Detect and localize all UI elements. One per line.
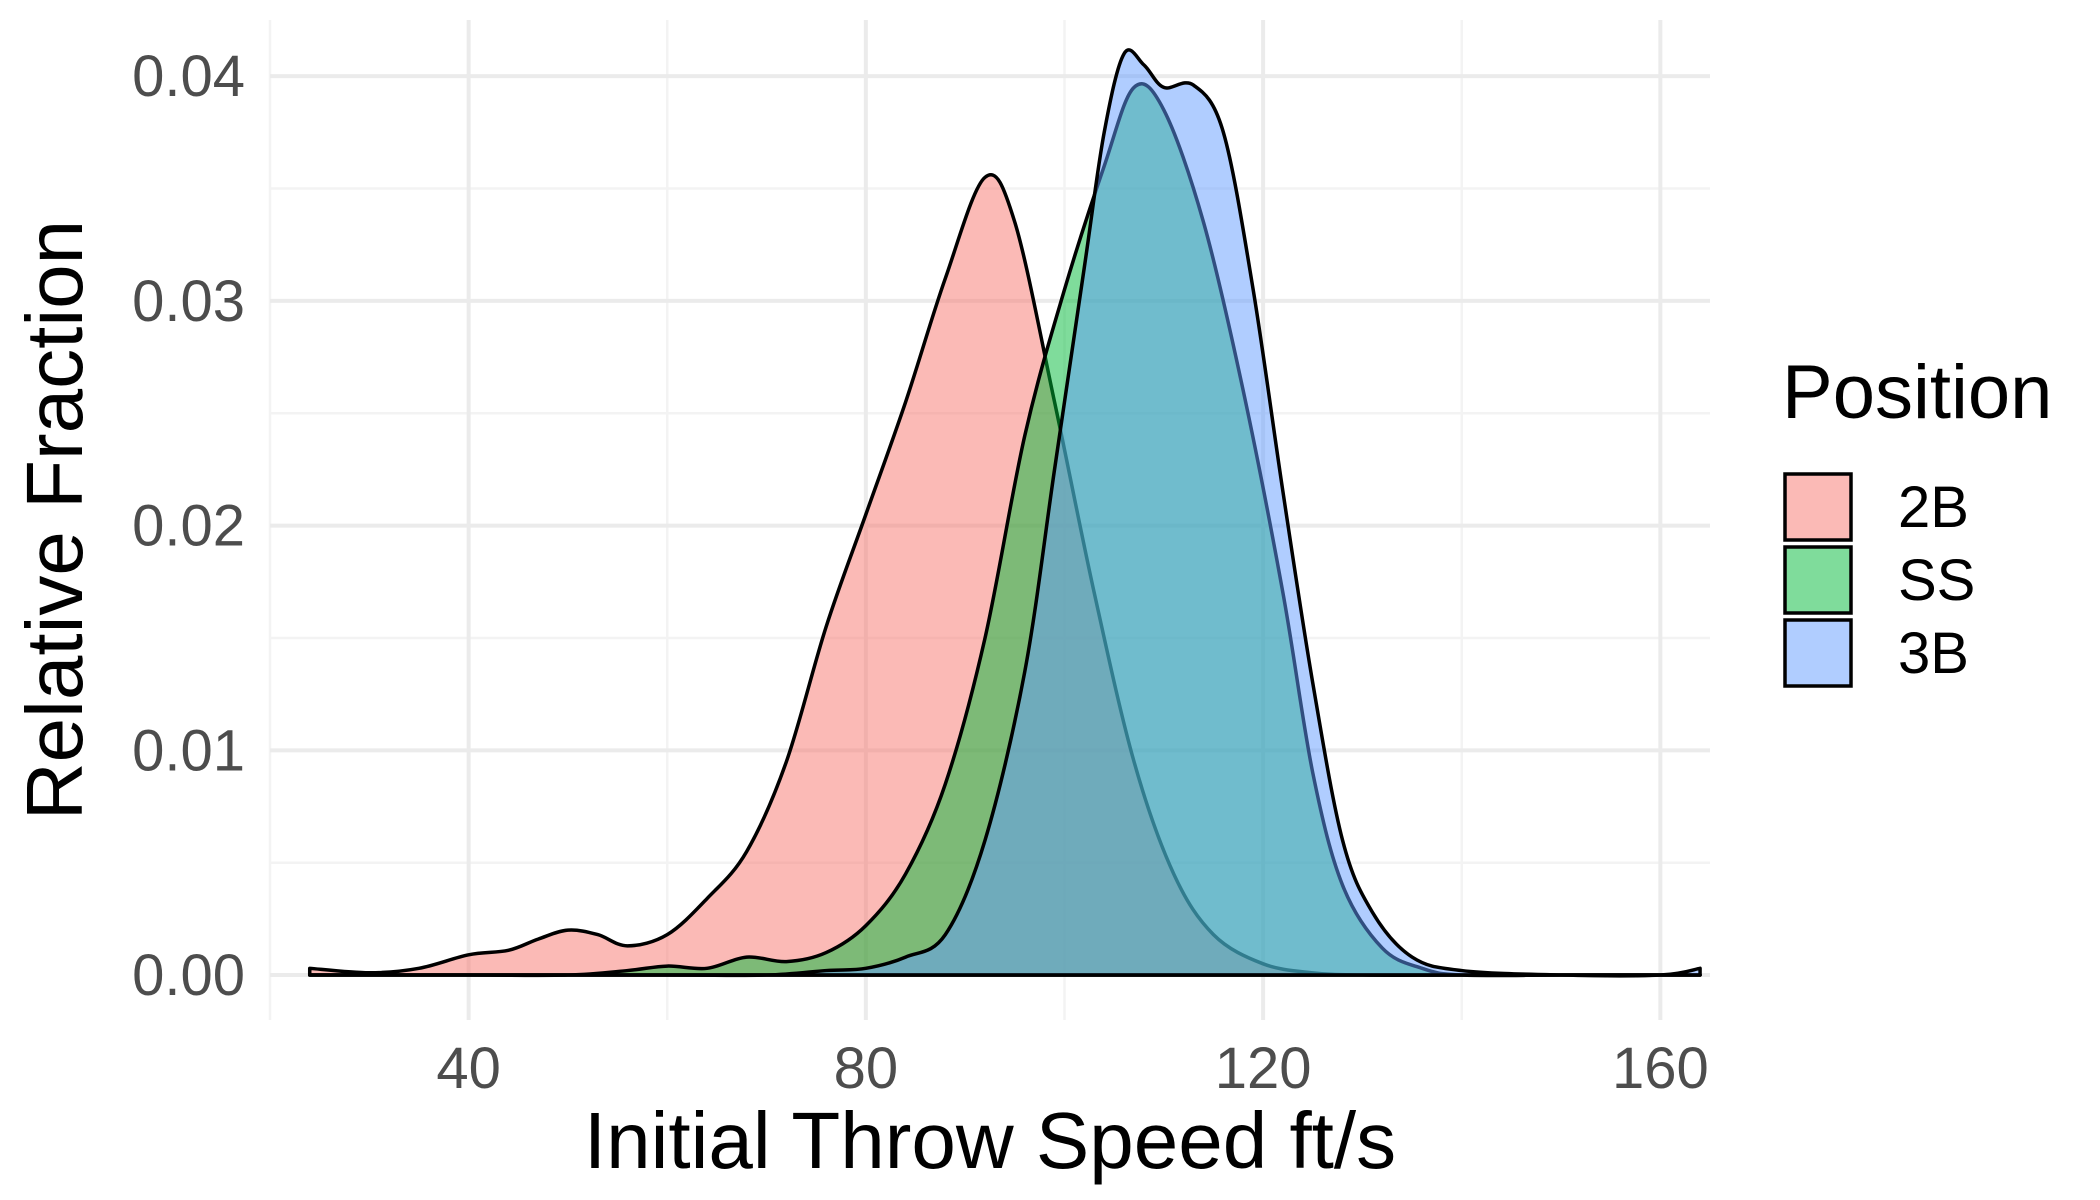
legend-label-ss: SS <box>1898 548 1975 613</box>
legend-swatch-3b <box>1783 618 1853 688</box>
x-tick-label: 160 <box>1612 1036 1709 1101</box>
y-tick-label: 0.03 <box>132 269 245 334</box>
legend-swatch-ss <box>1783 545 1853 615</box>
x-tick-label: 80 <box>834 1036 899 1101</box>
y-tick-label: 0.01 <box>132 718 245 783</box>
density-areas <box>307 48 1702 978</box>
legend-label-2b: 2B <box>1898 475 1969 540</box>
x-tick-labels: 40 80 120 160 <box>436 1036 1708 1101</box>
y-tick-label: 0.02 <box>132 494 245 559</box>
y-axis-title: Relative Fraction <box>10 220 99 820</box>
x-axis-title: Initial Throw Speed ft/s <box>584 1096 1396 1185</box>
legend: Position 2B SS 3B <box>1782 350 2052 688</box>
legend-label-3b: 3B <box>1898 621 1969 686</box>
legend-title: Position <box>1782 350 2052 435</box>
y-tick-label: 0.04 <box>132 44 245 109</box>
x-tick-label: 40 <box>436 1036 501 1101</box>
y-tick-label: 0.00 <box>132 943 245 1008</box>
legend-swatch-2b <box>1783 472 1853 542</box>
legend-items: 2B SS 3B <box>1783 472 1975 688</box>
y-tick-labels: 0.00 0.01 0.02 0.03 0.04 <box>132 44 245 1008</box>
density-3b <box>307 48 1702 978</box>
x-tick-label: 120 <box>1215 1036 1312 1101</box>
